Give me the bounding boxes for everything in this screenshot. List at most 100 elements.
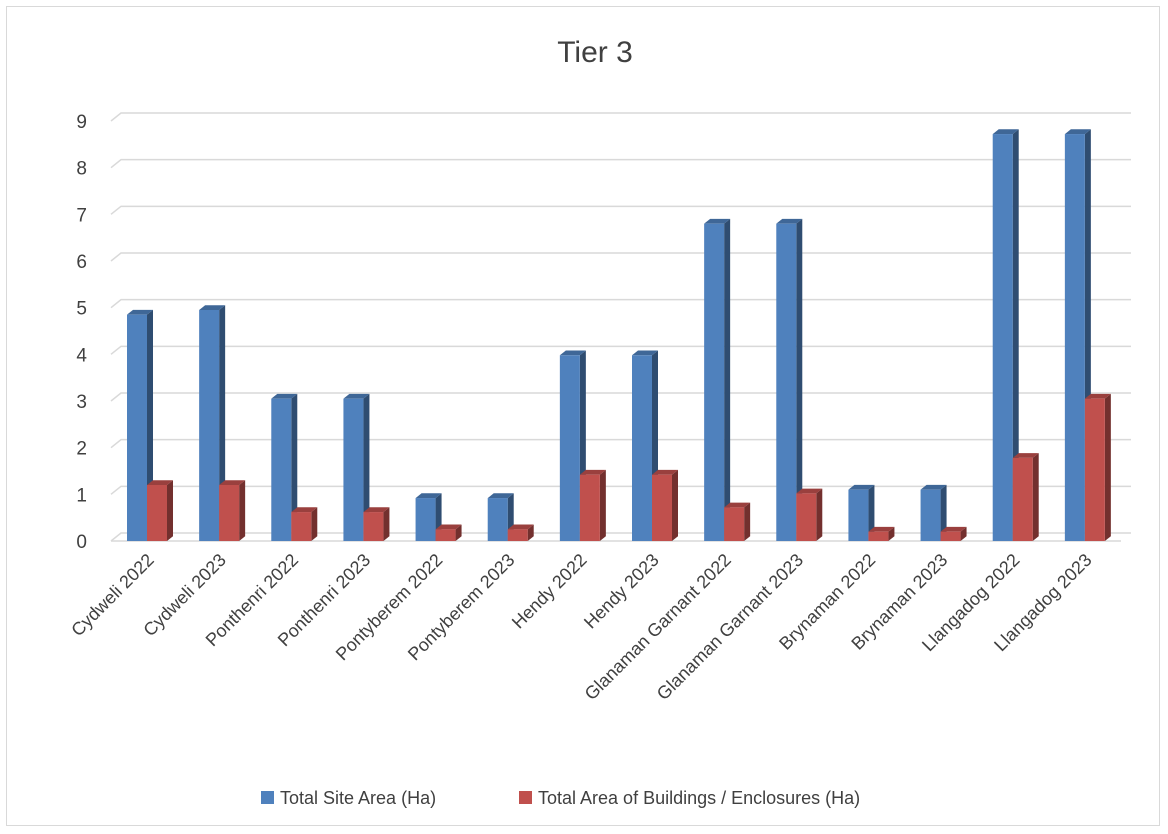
- bar-front: [796, 493, 817, 541]
- bar-top: [487, 493, 514, 499]
- gridline: [110, 252, 1131, 262]
- bar-side: [599, 469, 606, 541]
- bar-top: [632, 350, 658, 356]
- bar: [435, 524, 462, 541]
- bar-front: [1084, 398, 1105, 541]
- bar: [271, 393, 298, 541]
- bar: [992, 129, 1019, 542]
- bar-side: [724, 218, 731, 541]
- bar-side: [527, 524, 534, 541]
- legend-label-buildings-area: Total Area of Buildings / Enclosures (Ha…: [538, 788, 860, 808]
- bar-side: [796, 218, 803, 541]
- gridlines: [110, 112, 1131, 542]
- legend: Total Site Area (Ha) Total Area of Build…: [261, 788, 860, 808]
- y-tick-label: 3: [76, 392, 87, 413]
- bar-side: [744, 502, 751, 541]
- bar-side: [1012, 129, 1019, 541]
- bar-top: [652, 469, 678, 475]
- chart-title: Tier 3: [557, 36, 633, 69]
- bar-side: [239, 480, 246, 541]
- bar-top: [992, 129, 1019, 135]
- bar-top: [776, 218, 803, 224]
- y-axis-ticks: 0 1 2 3 4 5 6 7 8 9: [76, 112, 87, 553]
- bar: [291, 507, 318, 541]
- gridline: [110, 438, 1131, 449]
- gridline: [110, 392, 1131, 402]
- bar-front: [127, 314, 147, 541]
- legend-label-site-area: Total Site Area (Ha): [280, 788, 436, 808]
- bar-front: [724, 507, 745, 541]
- bar-front: [776, 223, 797, 541]
- bar-side: [1032, 453, 1039, 541]
- bar: [776, 218, 803, 541]
- bar-top: [704, 218, 731, 224]
- bar-side: [940, 484, 947, 541]
- bar: [363, 507, 390, 541]
- bar-side: [291, 393, 298, 541]
- bar: [920, 484, 947, 541]
- bar-side: [960, 526, 967, 541]
- y-tick-label: 0: [76, 532, 87, 553]
- bar-side: [1104, 393, 1111, 541]
- bar-side: [672, 469, 678, 541]
- bar-front: [271, 398, 292, 541]
- bar-front: [1012, 457, 1033, 541]
- bar-top: [868, 526, 895, 532]
- x-tick-label: Glanaman Garnant 2022: [581, 550, 735, 704]
- bar-top: [291, 507, 318, 513]
- bar-front: [1064, 134, 1085, 542]
- bar-front: [487, 498, 508, 541]
- y-tick-label: 6: [76, 252, 87, 273]
- bar-top: [848, 484, 875, 490]
- bar-top: [579, 469, 606, 475]
- bar-side: [816, 488, 823, 541]
- bar: [796, 488, 823, 541]
- bar-front: [559, 355, 580, 541]
- bar-front: [848, 489, 869, 541]
- bar-top: [1012, 453, 1039, 458]
- y-tick-label: 5: [76, 299, 87, 320]
- bar-top: [559, 350, 586, 356]
- bar-top: [199, 305, 226, 310]
- bars: [127, 129, 1111, 542]
- bar: [652, 469, 678, 541]
- bar-front: [579, 474, 600, 541]
- bar-front: [704, 223, 725, 541]
- bar-front: [507, 529, 528, 541]
- bar-top: [1064, 129, 1091, 135]
- bar: [704, 218, 731, 541]
- bar-top: [271, 393, 298, 399]
- bar: [343, 393, 370, 541]
- chart-frame: Tier 3 0 1 2 3 4 5 6 7 8 9 Cydweli 2022 Cydweli 20…: [6, 6, 1160, 826]
- bar-top: [435, 524, 462, 530]
- gridline: [110, 112, 1131, 122]
- bar-side: [311, 507, 318, 541]
- bar-side: [167, 480, 173, 541]
- bar-top: [127, 309, 153, 315]
- gridline: [110, 532, 1131, 542]
- x-tick-label: Hendy 2022: [508, 550, 591, 633]
- bar-top: [219, 480, 246, 485]
- bar: [1084, 393, 1111, 541]
- bar-side: [888, 526, 895, 541]
- bar-top: [1084, 393, 1111, 399]
- bar: [219, 480, 246, 541]
- y-tick-label: 4: [76, 345, 87, 366]
- y-tick-label: 2: [76, 439, 87, 460]
- y-tick-label: 8: [76, 159, 87, 180]
- legend-swatch-buildings-area: [519, 791, 532, 804]
- bar-front: [435, 529, 456, 541]
- bar-top: [920, 484, 947, 490]
- bar-top: [507, 524, 534, 530]
- bar-front: [147, 485, 167, 541]
- bar-front: [632, 355, 652, 541]
- bar-side: [383, 507, 390, 541]
- bar: [579, 469, 606, 541]
- bar: [724, 502, 751, 541]
- bar-top: [343, 393, 370, 399]
- gridline: [110, 158, 1131, 169]
- bar-front: [219, 485, 240, 541]
- bar-front: [868, 531, 889, 541]
